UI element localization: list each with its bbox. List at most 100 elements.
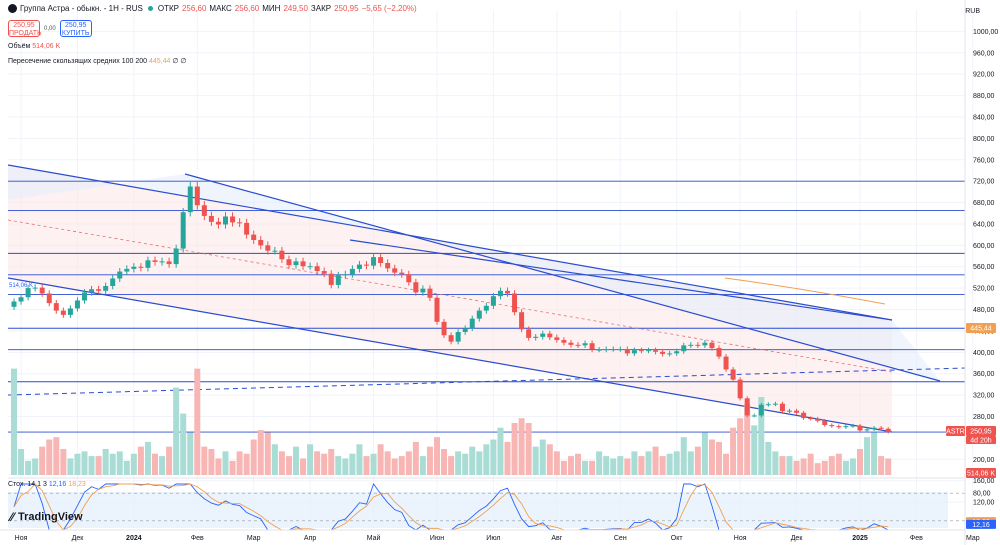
candle-body [258,240,264,246]
candle-body [772,403,778,405]
price-tick-label: 720,00 [973,179,995,186]
open-value: 256,60 [181,4,207,13]
sell-button[interactable]: 250,95 ПРОДАТЬ [8,20,42,37]
candle-body [829,425,835,427]
volume-bar [638,456,645,475]
candle-body [230,216,236,223]
volume-bar [758,397,765,475]
candle-body [476,310,482,319]
volume-bar [737,418,744,475]
candle-body [533,336,539,338]
candle-body [526,329,532,338]
candle-body [25,288,31,298]
market-status-icon [147,6,153,11]
ma-legend-label: Пересечение скользящих средних 100 200 [8,58,147,65]
low-label: МИН [262,4,281,13]
volume-bar [144,441,151,475]
price-tick-label: 920,00 [973,72,995,79]
volume-bar [88,456,95,475]
candle-body [173,248,179,265]
currency-selector[interactable]: RUB [965,8,980,15]
candle-body [737,379,743,399]
candle-body [878,427,884,429]
candle-body [519,312,525,330]
tradingview-logo-icon: ⁄⁄ [10,510,15,524]
volume-bar [159,456,166,475]
price-tick-label: 1000,00 [973,29,998,36]
volume-bar [659,456,666,475]
price-tick-label: 480,00 [973,307,995,314]
candle-body [638,350,644,352]
candle-body [490,296,496,306]
volume-bar [264,432,271,475]
volume-bar [666,453,673,475]
volume-bar [455,451,462,475]
volume-bar [250,439,257,475]
candle-body [864,429,870,431]
volume-bar [708,439,715,475]
volume-bar [222,451,229,475]
candle-body [836,426,842,428]
buy-button[interactable]: 250,95 КУПИТЬ [59,20,92,37]
stoch-legend[interactable]: Стох. 14 1 3 12,16 18,23 [8,481,86,488]
trendlines [7,164,966,433]
volume-bar [391,458,398,475]
volume-bar [384,451,391,475]
tradingview-logo[interactable]: ⁄⁄ TradingView [10,510,83,524]
candle-body [356,264,362,269]
volume-bar [236,451,243,475]
candle-body [857,425,863,431]
volume-bar [187,432,194,475]
candle-body [321,271,327,274]
volume-bar [271,444,278,475]
candle-body [702,342,708,346]
candle-body [159,261,165,263]
volume-badge-bg [966,468,996,478]
trendline-dashed [7,367,966,396]
candle-body [335,275,341,285]
ma-legend[interactable]: Пересечение скользящих средних 100 200 4… [8,57,186,65]
time-tick-label: Сен [614,535,627,542]
candle-body [399,272,405,275]
buy-label: КУПИТЬ [61,30,90,37]
spread-value: 0,00 [44,25,56,32]
volume-bar [81,451,88,475]
candle-body [497,290,503,297]
volume-bar [405,451,412,475]
volume-bar [857,449,863,475]
time-axis: Ноя Дек 2024 Фев Мар Апр Май Июн Июл Авг Сен Окт Ноя… [0,529,980,542]
volume-bar [215,458,222,475]
time-tick-label: Июл [486,535,500,542]
candle-body [96,289,102,291]
candle-body [744,398,750,416]
volume-bar [293,446,299,475]
price-tick-label: 600,00 [973,243,995,250]
volume-bar [39,446,46,475]
volume-bar [878,456,885,475]
candle-body [39,287,45,294]
ticker-badge: ASTR [946,429,965,436]
trendline-mid [349,239,893,321]
candle-body [646,350,651,352]
current-price-badge: 250,95 [970,429,992,436]
candle-body [272,250,278,252]
stoch-legend-d: 18,23 [68,481,86,488]
candle-body [251,234,257,240]
time-tick-label: Мар [247,535,261,542]
volume-legend[interactable]: Объём 514,06 K [8,43,60,50]
high-label: МАКС [209,4,232,13]
channel-shading [8,165,948,528]
candle-body [420,288,426,293]
volume-bar [426,446,433,475]
price-tick-label: 400,00 [973,350,995,357]
volume-bar [539,439,546,475]
candle-body [32,287,38,289]
volume-bar [74,453,81,475]
symbol-title[interactable]: Группа Астра - обыкн. - 1Н - RUS [20,4,143,13]
candle-body [371,257,377,266]
volume-bar [610,458,617,475]
volume-bar [800,458,807,475]
time-tick-label: Мар [966,535,980,542]
volume-bar [864,437,871,475]
